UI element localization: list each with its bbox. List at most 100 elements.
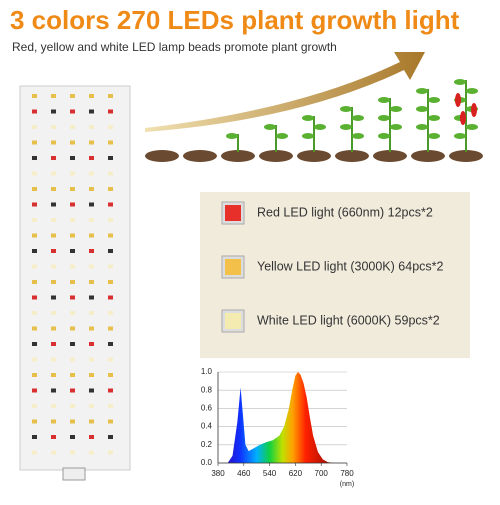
led — [70, 218, 75, 222]
led — [89, 94, 94, 98]
led — [70, 357, 75, 362]
led — [70, 404, 75, 408]
led-icon — [225, 205, 241, 221]
leaf — [226, 133, 238, 139]
leaf — [302, 133, 314, 139]
led — [108, 326, 113, 331]
leaf — [314, 124, 326, 130]
led — [32, 264, 37, 269]
led — [51, 218, 56, 222]
led — [108, 202, 113, 207]
led — [32, 357, 37, 362]
led — [89, 202, 94, 207]
led — [108, 249, 113, 253]
led — [70, 373, 75, 377]
led — [51, 357, 56, 362]
y-tick-label: 0.6 — [201, 404, 213, 413]
led — [70, 435, 75, 439]
led — [108, 388, 113, 393]
led — [32, 342, 37, 346]
led — [70, 156, 75, 160]
led — [51, 187, 56, 191]
leaf — [416, 88, 428, 94]
leaf — [454, 133, 466, 139]
led — [70, 264, 75, 269]
y-tick-label: 0.2 — [201, 440, 213, 449]
x-tick-label: 540 — [263, 469, 277, 478]
led — [32, 109, 37, 114]
led — [51, 249, 56, 253]
led — [108, 419, 113, 424]
subtitle: Red, yellow and white LED lamp beads pro… — [12, 40, 337, 54]
led — [51, 326, 56, 331]
soil — [449, 150, 483, 162]
led — [70, 109, 75, 114]
connector — [62, 467, 86, 481]
led — [51, 450, 56, 455]
x-tick-label: 700 — [315, 469, 329, 478]
led — [70, 94, 75, 98]
pepper — [455, 93, 461, 107]
leaf — [466, 88, 478, 94]
led — [32, 450, 37, 455]
led — [89, 419, 94, 424]
led — [51, 264, 56, 269]
led — [89, 357, 94, 362]
led — [32, 171, 37, 176]
led — [70, 280, 75, 284]
led — [89, 435, 94, 439]
leaf — [428, 115, 440, 121]
led — [89, 264, 94, 269]
leaf — [466, 124, 478, 130]
led — [108, 373, 113, 377]
led — [32, 94, 37, 98]
soil — [411, 150, 445, 162]
led — [89, 156, 94, 160]
led-icon — [225, 259, 241, 275]
leaf — [390, 106, 402, 112]
led — [89, 249, 94, 253]
led-grid — [32, 94, 113, 455]
led — [70, 140, 75, 145]
led — [32, 373, 37, 377]
leaf — [378, 115, 390, 121]
led — [108, 187, 113, 191]
led — [51, 233, 56, 238]
led — [32, 125, 37, 129]
x-tick-label: 380 — [211, 469, 225, 478]
led — [32, 435, 37, 439]
led — [108, 357, 113, 362]
led — [70, 450, 75, 455]
led-icon — [225, 313, 241, 329]
led — [70, 125, 75, 129]
led — [51, 419, 56, 424]
x-tick-label: 620 — [289, 469, 303, 478]
led — [108, 311, 113, 315]
led — [51, 156, 56, 160]
led — [89, 388, 94, 393]
led — [32, 419, 37, 424]
led — [32, 280, 37, 284]
soil — [373, 150, 407, 162]
led — [32, 233, 37, 238]
soil — [145, 150, 179, 162]
led — [51, 435, 56, 439]
x-tick-label: 780 — [340, 469, 354, 478]
led — [89, 233, 94, 238]
led — [32, 156, 37, 160]
x-axis-label: (nm) — [340, 481, 354, 488]
led — [89, 171, 94, 176]
soil — [259, 150, 293, 162]
led — [51, 311, 56, 315]
leaf — [340, 106, 352, 112]
led — [108, 171, 113, 176]
led — [32, 311, 37, 315]
leaf — [428, 133, 440, 139]
led — [108, 109, 113, 114]
led — [89, 187, 94, 191]
led — [108, 342, 113, 346]
leaf — [352, 133, 364, 139]
leaf — [416, 124, 428, 130]
led — [108, 218, 113, 222]
leaf — [302, 115, 314, 121]
